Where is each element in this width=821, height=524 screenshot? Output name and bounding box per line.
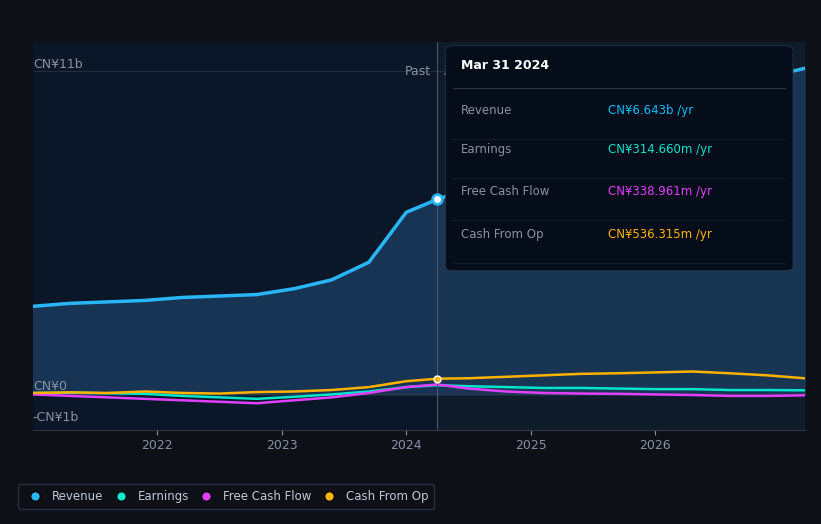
Text: CN¥314.660m /yr: CN¥314.660m /yr xyxy=(608,143,712,156)
Text: Earnings: Earnings xyxy=(461,143,512,156)
Text: Free Cash Flow: Free Cash Flow xyxy=(461,185,549,199)
Text: Past: Past xyxy=(405,66,431,79)
Text: Mar 31 2024: Mar 31 2024 xyxy=(461,59,549,72)
Text: Revenue: Revenue xyxy=(461,104,512,117)
Text: CN¥6.643b /yr: CN¥6.643b /yr xyxy=(608,104,693,117)
Legend: Revenue, Earnings, Free Cash Flow, Cash From Op: Revenue, Earnings, Free Cash Flow, Cash … xyxy=(17,484,434,509)
Text: CN¥0: CN¥0 xyxy=(33,380,67,393)
Text: Cash From Op: Cash From Op xyxy=(461,228,544,241)
Text: CN¥11b: CN¥11b xyxy=(33,58,82,71)
FancyBboxPatch shape xyxy=(446,46,793,271)
Text: CN¥338.961m /yr: CN¥338.961m /yr xyxy=(608,185,712,199)
Text: Analysts Forecasts: Analysts Forecasts xyxy=(443,66,560,79)
Bar xyxy=(33,42,438,430)
Text: CN¥536.315m /yr: CN¥536.315m /yr xyxy=(608,228,712,241)
Text: -CN¥1b: -CN¥1b xyxy=(33,411,79,424)
